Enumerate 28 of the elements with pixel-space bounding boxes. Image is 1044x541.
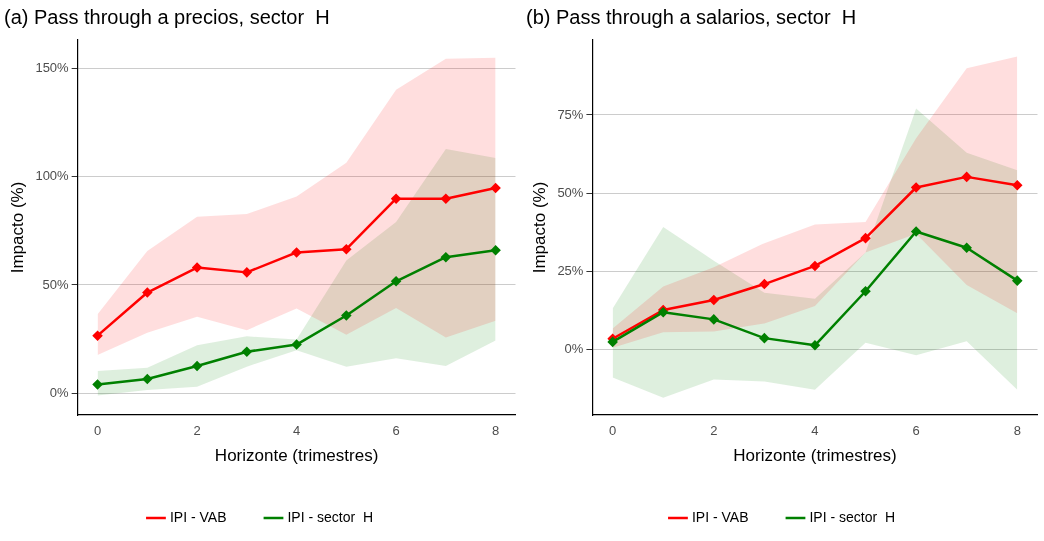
chart-title: (b) Pass through a salarios, sector H — [526, 5, 857, 28]
y-tick-label: 0% — [49, 384, 70, 400]
y-tick-label: 50% — [42, 276, 70, 292]
legend-label: IPI - sector H — [809, 508, 896, 525]
x-axis-title: Horizonte (trimestres) — [214, 446, 379, 466]
y-axis-title: Impacto (%) — [7, 181, 27, 274]
x-tick-label: 8 — [491, 423, 500, 439]
x-tick-label: 2 — [193, 423, 201, 439]
y-axis-title: Impacto (%) — [529, 181, 549, 274]
y-tick-label: 0% — [564, 340, 584, 356]
x-tick-label: 0 — [609, 423, 617, 439]
x-tick-label: 8 — [1013, 423, 1021, 439]
x-tick-label: 4 — [811, 423, 819, 439]
legend-label: IPI - VAB — [691, 508, 749, 525]
y-tick-label: 100% — [35, 168, 70, 184]
x-tick-label: 4 — [292, 423, 301, 439]
x-tick-label: 6 — [912, 423, 920, 439]
y-tick-label: 50% — [557, 184, 584, 200]
y-tick-label: 150% — [35, 59, 70, 75]
x-tick-label: 2 — [710, 423, 718, 439]
legend-label: IPI - VAB — [169, 508, 227, 525]
x-tick-label: 6 — [392, 423, 400, 439]
x-axis-title: Horizonte (trimestres) — [733, 446, 897, 466]
y-tick-label: 25% — [557, 262, 584, 278]
legend-label: IPI - sector H — [287, 508, 374, 525]
y-tick-label: 75% — [557, 106, 584, 122]
x-tick-label: 0 — [93, 423, 102, 439]
chart-title: (a) Pass through a precios, sector H — [4, 5, 330, 28]
